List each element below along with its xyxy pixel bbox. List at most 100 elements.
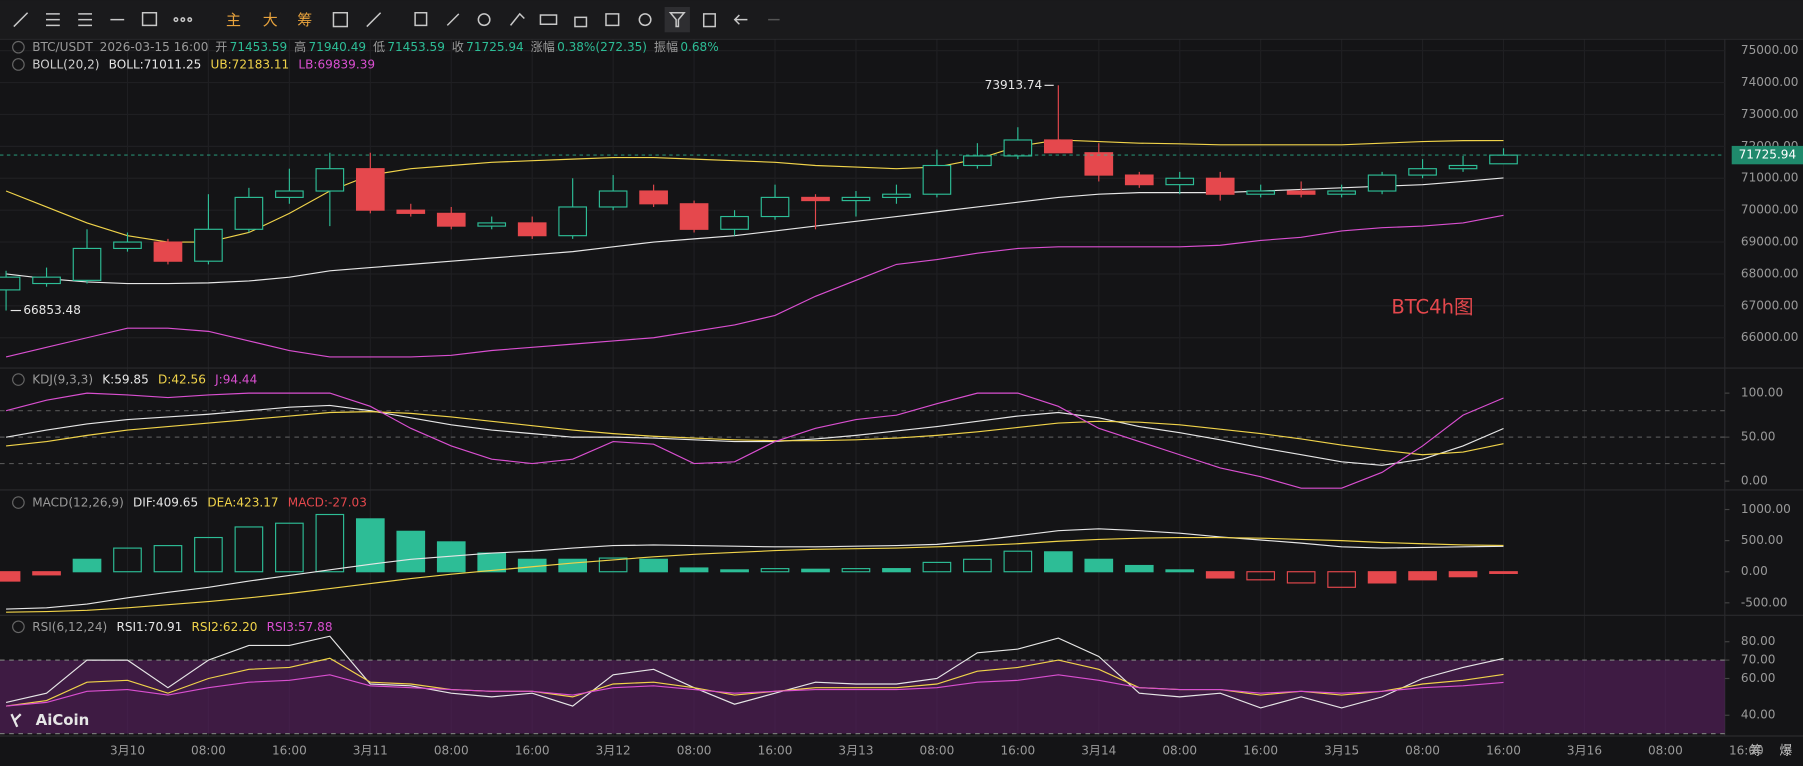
tool-pen[interactable] (509, 12, 525, 26)
candle-body (32, 276, 61, 285)
tool-rect[interactable] (141, 11, 158, 27)
x-tick-label: 3月16 (1567, 743, 1602, 757)
x-tick-label: 16:00 (515, 743, 550, 757)
macd-bar (1124, 564, 1154, 573)
close-label: 收 (452, 40, 464, 54)
legend-name: UB: (211, 57, 232, 71)
logo: AiCoin (10, 711, 89, 729)
legend-row: BOLL(20,2) BOLL:71011.25 UB:72183.11 LB:698… (32, 57, 375, 71)
candle-body (963, 155, 992, 167)
y-tick-label: 68000.00 (1741, 266, 1799, 280)
candle-body (234, 196, 264, 230)
x-tick-label: 3月15 (1324, 743, 1359, 757)
indicator-line (6, 536, 1504, 613)
legend-value: 94.44 (223, 372, 258, 386)
macd-bar (153, 545, 183, 573)
macd-bar (1205, 571, 1235, 579)
toolbar (0, 0, 1803, 39)
low-label: 66853.48 (23, 303, 81, 317)
indicator-line (6, 674, 1504, 707)
change-label: 涨幅 (531, 39, 555, 54)
candle-body (275, 190, 304, 198)
symbol: BTC/USDT (32, 40, 93, 54)
macd-bar (72, 558, 102, 573)
tool-active-bg (664, 6, 690, 33)
macd-bar (598, 557, 628, 573)
tool-lock[interactable] (574, 16, 588, 28)
tool-undo[interactable] (733, 14, 748, 25)
macd-bar (841, 568, 871, 573)
legend-name: RSI3: (267, 619, 298, 633)
macd-bar (963, 558, 992, 573)
indicator-title: KDJ(9,3,3) (32, 372, 93, 386)
macd-bar (801, 568, 830, 573)
candle-body (1327, 190, 1356, 195)
tool-more[interactable] (173, 17, 193, 23)
y-tick-label: 70000.00 (1741, 203, 1799, 217)
x-tick-label: 08:00 (1162, 743, 1197, 757)
candle-body (1489, 154, 1518, 165)
indicator-title: MACD(12,26,9) (32, 495, 124, 509)
tool-line[interactable] (13, 12, 29, 28)
macd-bar (234, 526, 264, 573)
candle-body (153, 241, 183, 262)
macd-bar (0, 571, 21, 582)
tool-delete[interactable] (702, 13, 716, 28)
macd-bar (1165, 569, 1195, 573)
legend-row: MACD(12,26,9) DIF:409.65 DEA:423.17 MACD:-2… (32, 495, 367, 509)
y-tick-label: 100.00 (1741, 386, 1783, 400)
band (0, 660, 1725, 734)
toolbar-button[interactable]: 主 (226, 11, 241, 29)
tool-hlines[interactable] (45, 13, 60, 27)
candle-body (1003, 139, 1033, 157)
tool-measure[interactable] (366, 12, 382, 28)
legend-value: 409.65 (156, 495, 198, 509)
toolbar-button[interactable]: 筹 (297, 11, 312, 29)
candle-body (0, 276, 21, 291)
macd-bar (1327, 571, 1356, 588)
candle-body (801, 196, 830, 202)
x-tick-label: 3月10 (110, 743, 145, 757)
tool-filter[interactable] (668, 11, 686, 28)
last-price-label: 71725.94 (1739, 148, 1797, 162)
corner-button[interactable]: 筹 (1750, 742, 1763, 757)
macd-bar (194, 536, 223, 573)
tool-parallel[interactable] (78, 13, 92, 27)
legend-name: DIF: (133, 495, 156, 509)
y-tick-label: 67000.00 (1741, 298, 1799, 312)
macd-bar (1489, 571, 1518, 574)
y-tick-label: 0.00 (1741, 474, 1768, 488)
candle-body (72, 247, 102, 281)
tool-template[interactable] (605, 13, 620, 27)
y-tick-label: 80.00 (1741, 634, 1776, 648)
x-tick-label: 16:00 (1486, 743, 1521, 757)
macd-bar (477, 552, 507, 573)
candle-body (720, 215, 749, 230)
tool-link[interactable] (638, 13, 652, 27)
candle-body (1448, 164, 1478, 170)
candle-body (1286, 190, 1316, 195)
candle-body (882, 193, 911, 198)
candle-body (1165, 177, 1195, 186)
tool-select[interactable] (414, 11, 428, 27)
last-price-box (1731, 145, 1803, 165)
toolbar-button[interactable]: 大 (263, 11, 278, 29)
low-label: 低 (373, 40, 385, 54)
collapse-icon (12, 373, 25, 386)
tool-eye[interactable] (539, 14, 558, 25)
candle-body (558, 206, 588, 237)
tool-magnet[interactable] (477, 13, 491, 27)
tool-refresh[interactable] (332, 11, 349, 28)
tool-ruler[interactable] (446, 13, 460, 26)
indicator-line (5, 392, 1504, 489)
candle-body (113, 241, 142, 250)
collapse-icon (12, 496, 25, 509)
y-tick-label: 60.00 (1741, 671, 1776, 685)
legend-value: 59.85 (114, 372, 149, 386)
candle-body (1124, 174, 1154, 186)
y-tick-label: 66000.00 (1741, 330, 1799, 344)
open-label: 开 (215, 40, 227, 54)
corner-button[interactable]: 爆 (1779, 742, 1792, 757)
y-tick-label: 71000.00 (1741, 171, 1799, 185)
